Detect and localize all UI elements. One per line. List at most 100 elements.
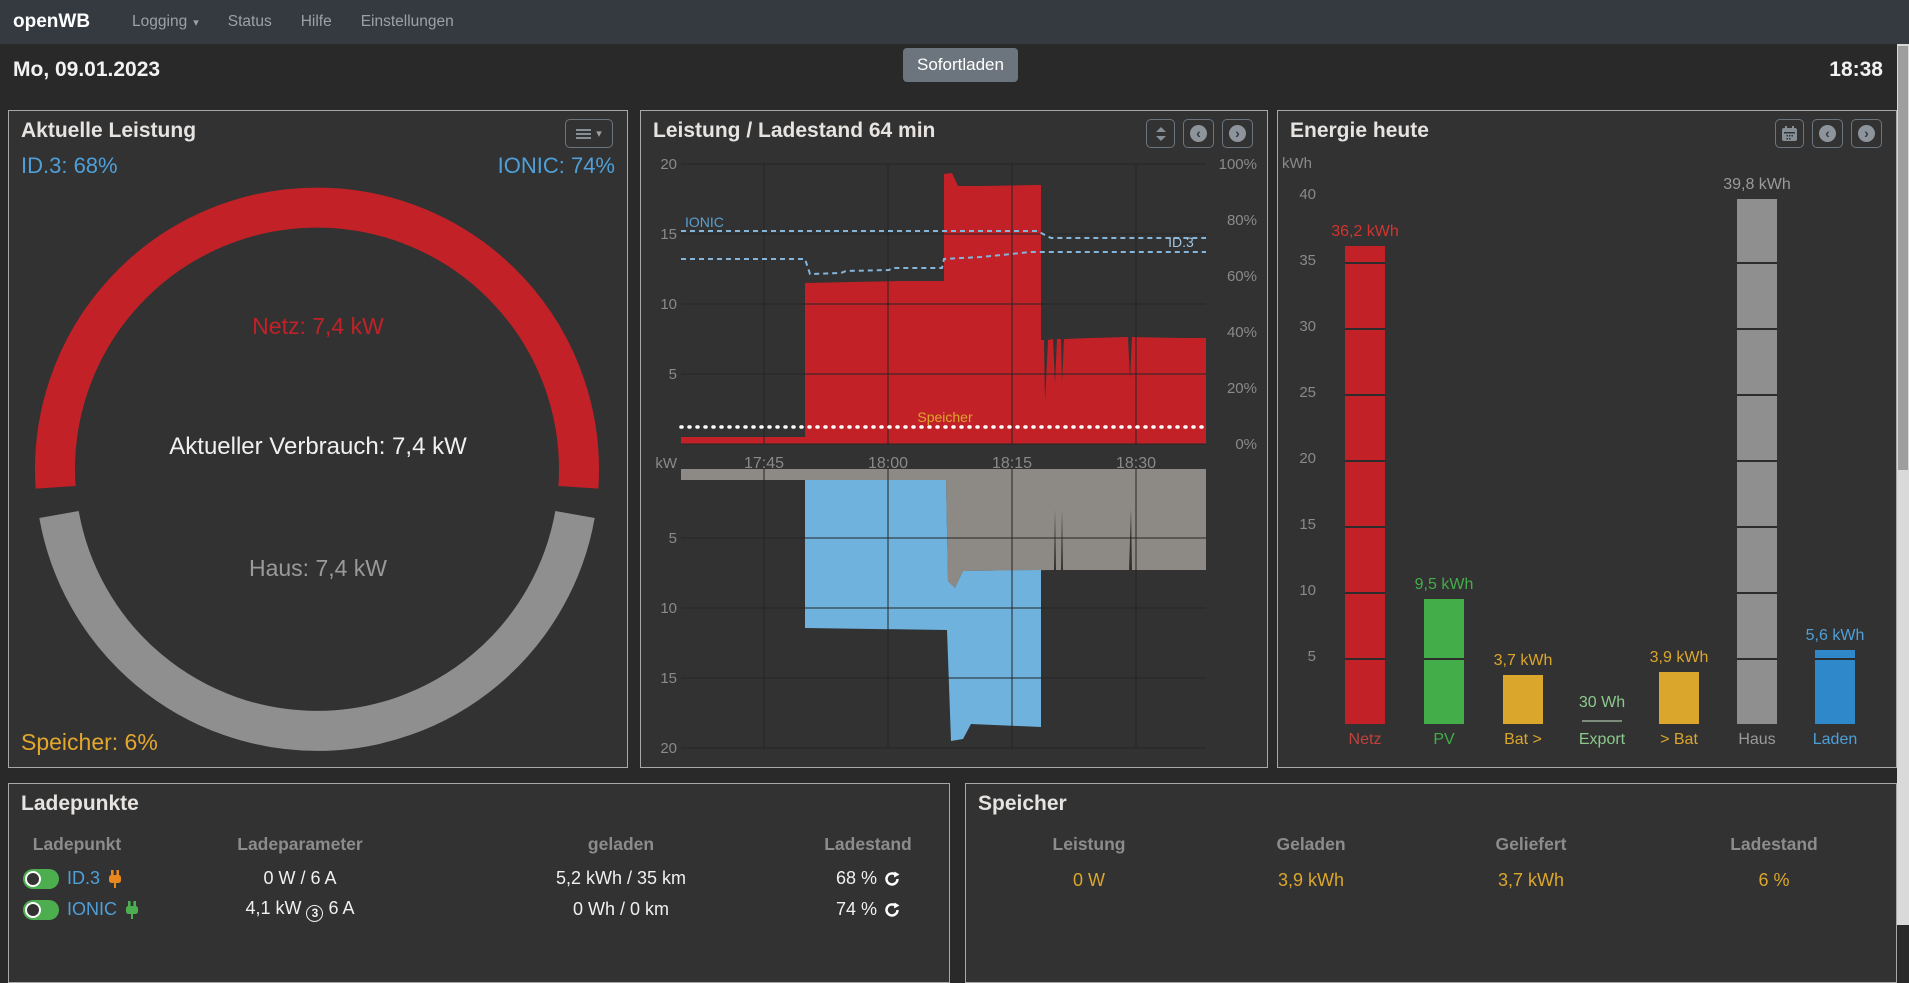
leistung-ladestand-panel: Leistung / Ladestand 64 min ‹ › [640,110,1268,768]
y-tick: 25 [1299,384,1316,401]
speicher-values-row: 0 W 3,9 kWh 3,7 kWh 6 % [966,870,1896,891]
col-leistung: Leistung [1052,834,1126,854]
panel-title-energie-heute: Energie heute [1290,119,1429,142]
col-ladepunkt: Ladepunkt [32,834,122,854]
bar-laden [1815,650,1855,724]
svg-text:5: 5 [669,530,677,547]
energy-next-button[interactable]: › [1851,119,1882,148]
col-ladestand: Ladestand [1730,834,1818,854]
brand-logo: openWB [13,11,91,32]
gauge-id3-soc: ID.3: 68% [21,153,118,178]
bar-bat-entladen [1503,675,1543,724]
col-geliefert: Geliefert [1495,834,1567,854]
svg-text:10: 10 [660,600,677,617]
nav-item-logging[interactable]: Logging ▾ [132,13,199,30]
svg-text:17:45: 17:45 [744,455,784,472]
bar-value-pv: 9,5 kWh [1414,576,1474,593]
speicher-series-label: Speicher [917,409,973,425]
charge-toggle-id3[interactable] [23,868,59,889]
y-tick: 30 [1299,318,1316,335]
y-tick: 5 [1307,648,1316,665]
y-tick: 35 [1299,252,1316,269]
chart-gridlines [681,163,1206,749]
nav-item-hilfe[interactable]: Hilfe [300,13,332,30]
vehicle-name: IONIC [67,899,118,920]
vehicle-name: ID.3 [67,868,101,888]
status-row: Mo, 09.01.2023 Sofortladen 18:38 [0,44,1909,100]
gauge-ionic-soc: IONIC: 74% [497,153,615,178]
up-down-arrows-icon [1155,126,1166,141]
clock-label: 18:38 [1829,58,1883,81]
speicher-geladen: 3,9 kWh [1277,870,1345,890]
y-tick: 40 [1299,186,1316,203]
panel-title-ladepunkte: Ladepunkte [21,792,139,815]
plug-icon [109,869,122,888]
charge-toggle-ionic[interactable] [23,899,59,920]
speicher-leistung: 0 W [1072,870,1105,890]
bar-export [1582,720,1622,722]
refresh-soc-icon[interactable] [884,902,900,918]
svg-text:20: 20 [660,740,677,757]
energie-heute-panel: Energie heute ‹ › kWh 40 35 30 25 20 15 … [1277,110,1897,768]
col-geladen: geladen [587,834,655,854]
y-tick: 15 [1299,516,1316,533]
chart-prev-button[interactable]: ‹ [1183,119,1214,148]
soc-value: 74 % [835,899,878,920]
gauge-menu-button[interactable]: ▾ [565,119,613,148]
col-ladestand: Ladestand [824,834,912,854]
geladen-value: 5,2 kWh / 35 km [555,868,687,888]
col-geladen: Geladen [1276,834,1346,854]
svg-text:18:30: 18:30 [1116,455,1156,472]
energy-prev-button[interactable]: ‹ [1812,119,1843,148]
svg-text:20%: 20% [1227,380,1257,397]
gauge-arc-netz [35,187,599,489]
ladeparameter-value: 0 W / 6 A [263,868,337,888]
bar-cat-netz: Netz [1348,731,1382,748]
gauge-speicher-soc: Speicher: 6% [21,729,158,755]
svg-text:15: 15 [660,226,677,243]
bar-pv [1424,599,1464,724]
chevron-right-icon: › [1229,125,1246,142]
netz-area-series [681,173,1206,444]
scrollbar-thumb[interactable] [1898,46,1908,470]
left-axis-ticks: 20 15 10 5 5 10 15 20 kW [655,156,678,757]
energy-date-button[interactable] [1775,119,1804,148]
svg-text:18:15: 18:15 [992,455,1032,472]
phases-3-icon: 3 [306,904,324,922]
speicher-ladestand: 6 % [1758,870,1790,890]
nav-item-einstellungen[interactable]: Einstellungen [360,13,454,30]
panel-title-speicher: Speicher [978,792,1067,815]
bar-value-bat-entladen: 3,7 kWh [1493,652,1553,669]
svg-text:80%: 80% [1227,212,1257,229]
bar-value-export: 30 Wh [1578,694,1626,711]
ladepunkt-row-id3: ID.3 0 W / 6 A 5,2 kWh / 35 km 68 % [9,868,949,889]
gauge-verbrauch-value: Aktueller Verbrauch: 7,4 kW [169,433,467,460]
id3-series-label: ID.3 [1168,234,1194,250]
svg-text:60%: 60% [1227,268,1257,285]
chart-scale-button[interactable] [1146,119,1175,148]
bar-bat-geladen [1659,672,1699,724]
refresh-soc-icon[interactable] [884,871,900,887]
bar-cat-pv: PV [1433,731,1455,748]
date-label: Mo, 09.01.2023 [13,58,161,81]
sofortladen-button[interactable]: Sofortladen [903,48,1018,82]
svg-text:18:00: 18:00 [868,455,908,472]
chevron-left-icon: ‹ [1819,125,1836,142]
ladepunkte-panel: Ladepunkte Ladepunkt Ladeparameter gelad… [8,783,950,983]
ladepunkt-row-ionic: IONIC 4,1 kW 3 6 A 0 Wh / 0 km 74 % [9,898,949,922]
panel-title-leistung-ladestand: Leistung / Ladestand 64 min [653,119,936,142]
chevron-left-icon: ‹ [1190,125,1207,142]
hamburger-icon [576,128,592,139]
caret-down-icon: ▾ [193,16,199,29]
bar-cat-bat-entladen: Bat > [1504,731,1542,748]
chart-next-button[interactable]: › [1222,119,1253,148]
aktuelle-leistung-panel: Aktuelle Leistung ▾ ID.3: 68% IONIC: 74%… [8,110,628,768]
svg-text:20: 20 [660,156,677,173]
bar-cat-bat-geladen: > Bat [1660,731,1698,748]
bar-value-netz: 36,2 kWh [1331,223,1399,240]
gauge-haus-value: Haus: 7,4 kW [248,555,388,581]
gauge-netz-value: Netz: 7,4 kW [252,313,384,339]
bar-cat-haus: Haus [1738,731,1776,748]
nav-item-status[interactable]: Status [227,13,272,30]
ionic-soc-line [681,230,1206,239]
